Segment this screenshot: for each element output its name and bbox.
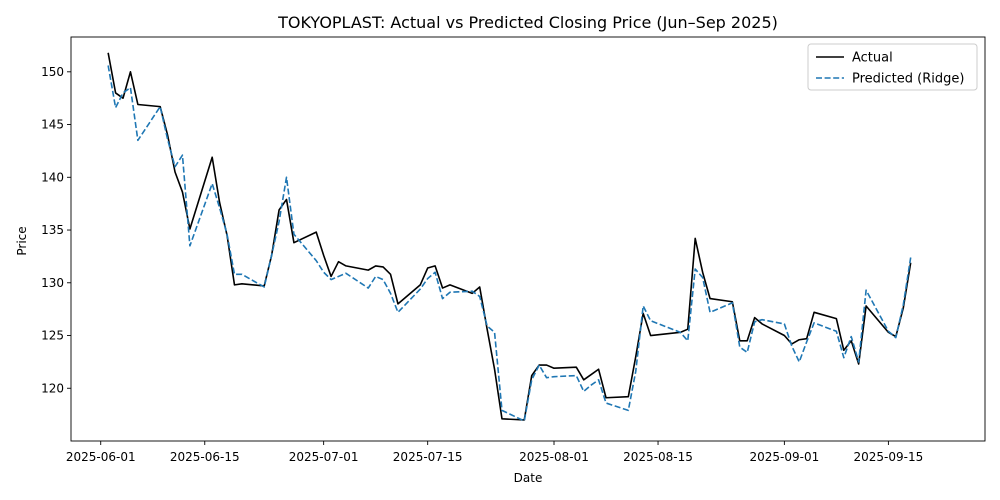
series-line-actual: [107, 52, 912, 421]
x-axis-label: Date: [514, 471, 543, 485]
y-tick-label: 125: [41, 329, 64, 343]
x-tick-label: 2025-09-15: [854, 450, 924, 464]
x-tick-label: 2025-07-15: [393, 450, 463, 464]
x-tick-label: 2025-08-15: [623, 450, 693, 464]
y-tick-label: 140: [41, 170, 64, 184]
y-tick-label: 120: [41, 381, 64, 395]
y-tick-label: 145: [41, 118, 64, 132]
x-tick-label: 2025-09-01: [749, 450, 819, 464]
y-tick-label: 130: [41, 276, 64, 290]
series-line-predicted: [107, 65, 912, 422]
legend-box: [807, 43, 978, 91]
y-axis-label: Price: [15, 226, 29, 255]
chart-title: TOKYOPLAST: Actual vs Predicted Closing …: [277, 13, 778, 32]
x-tick-label: 2025-07-01: [289, 450, 359, 464]
legend-label: Predicted (Ridge): [852, 72, 964, 87]
x-tick-label: 2025-06-01: [66, 450, 136, 464]
plot-area: 2025-06-01 2025-06-15 2025-07-01 2025-07-15…: [41, 36, 986, 464]
axes-frame: [70, 36, 986, 442]
legend: Actual Predicted (Ridge): [807, 43, 978, 91]
x-tick-label: 2025-08-01: [519, 450, 589, 464]
y-tick-label: 150: [41, 65, 64, 79]
legend-label: Actual: [852, 51, 893, 66]
x-tick-label: 2025-06-15: [170, 450, 240, 464]
y-tick-label: 135: [41, 223, 64, 237]
